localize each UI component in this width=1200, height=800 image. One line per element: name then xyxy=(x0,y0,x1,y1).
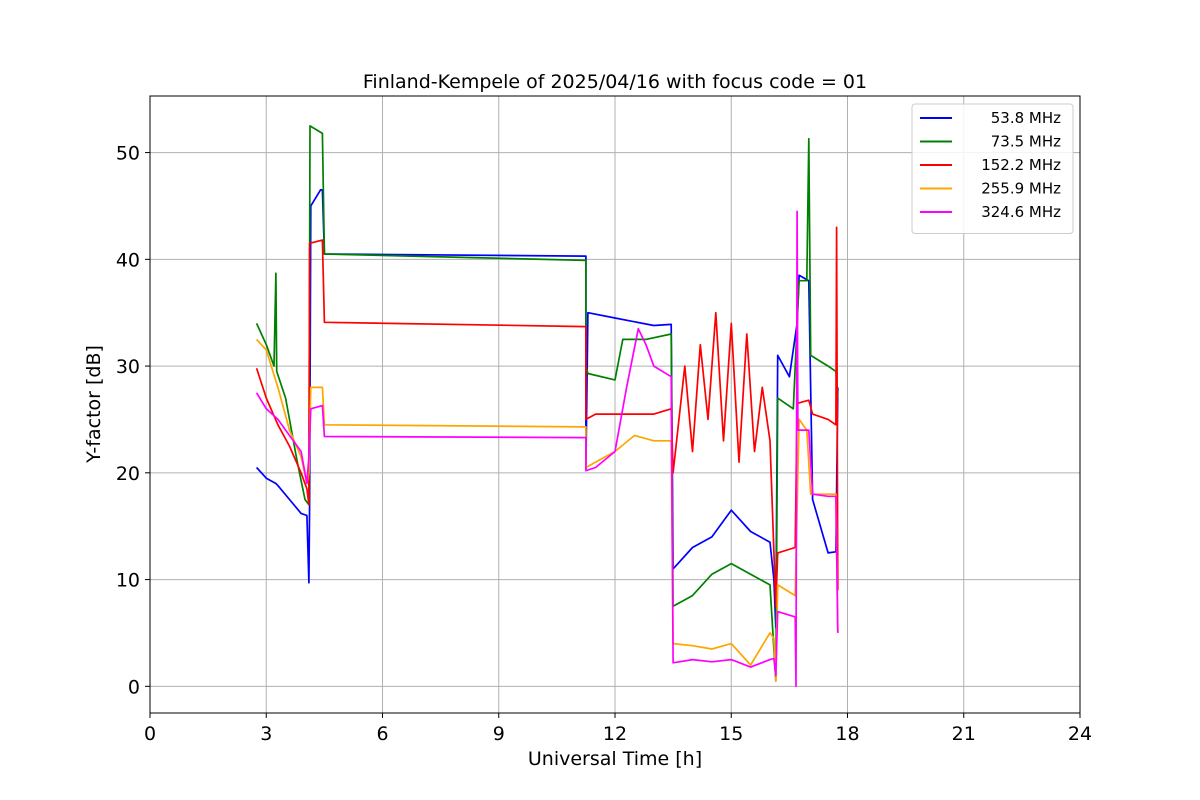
x-tick-label: 3 xyxy=(260,723,272,745)
x-tick-label: 24 xyxy=(1068,723,1092,745)
legend-box xyxy=(911,103,1074,234)
x-tick-label: 15 xyxy=(719,723,743,745)
y-tick-label: 10 xyxy=(116,570,140,592)
legend-label-3: 255.9 MHz xyxy=(981,180,1061,198)
x-tick-label: 18 xyxy=(835,723,859,745)
y-tick-label: 0 xyxy=(128,676,140,698)
legend-label-4: 324.6 MHz xyxy=(981,203,1061,221)
legend: 53.8 MHz 73.5 MHz 152.2 MHz 255.9 MHz 324.6 … xyxy=(911,103,1074,234)
series-line-0 xyxy=(255,189,839,629)
y-tick-label: 50 xyxy=(116,143,140,165)
y-tick-label: 30 xyxy=(116,356,140,378)
x-tick-label: 6 xyxy=(376,723,388,745)
x-tick-label: 21 xyxy=(952,723,976,745)
series-line-4 xyxy=(255,210,839,688)
x-axis-label: Universal Time [h] xyxy=(528,748,702,770)
x-tick-label: 12 xyxy=(603,723,627,745)
legend-label-1: 73.5 MHz xyxy=(991,133,1061,151)
x-tick-label: 0 xyxy=(144,723,156,745)
x-tick-label: 9 xyxy=(493,723,505,745)
legend-label-2: 152.2 MHz xyxy=(981,156,1061,174)
y-tick-label: 40 xyxy=(116,249,140,271)
series-lines xyxy=(255,125,839,688)
chart-title: Finland-Kempele of 2025/04/16 with focus… xyxy=(363,71,867,93)
legend-label-0: 53.8 MHz xyxy=(991,109,1061,127)
y-tick-label: 20 xyxy=(116,463,140,485)
axis-ticks: 0 3 6 9 12 15 18 21 24 0 10 20 30 40 50 xyxy=(116,143,1092,745)
series-line-2 xyxy=(255,226,839,608)
y-axis-label: Y-factor [dB] xyxy=(83,345,105,464)
